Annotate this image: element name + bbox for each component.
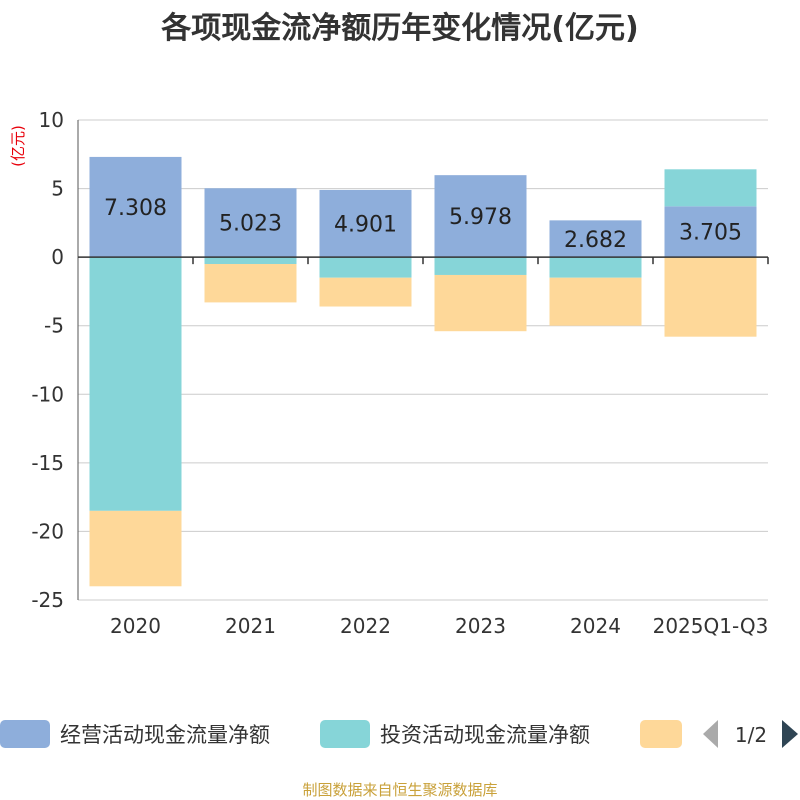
y-tick-label: -25: [31, 588, 64, 612]
legend-prev-page-icon[interactable]: [703, 720, 718, 748]
legend: 经营活动现金流量净额 投资活动现金流量净额 1/2: [0, 720, 798, 748]
legend-item-operating[interactable]: 经营活动现金流量净额: [0, 720, 270, 748]
data-label-2025Q1-Q3: 3.705: [679, 221, 742, 246]
bar-financing-2024[interactable]: [549, 277, 642, 326]
bar-financing-2025Q1-Q3[interactable]: [664, 257, 757, 337]
y-tick-label: -15: [31, 451, 64, 475]
bar-financing-2020[interactable]: [89, 510, 182, 587]
chart-title: 各项现金流净额历年变化情况(亿元): [160, 11, 638, 46]
x-tick-label: 2022: [340, 614, 391, 638]
bar-operating-2022[interactable]: [319, 189, 412, 258]
legend-label-investing: 投资活动现金流量净额: [380, 723, 590, 747]
grid-layer: [78, 119, 768, 601]
data-label-2021: 5.023: [219, 212, 282, 237]
data-label-layer: 7.308 5.023 4.901 5.978 2.682 3.705: [104, 196, 742, 253]
bar-investing-2022[interactable]: [319, 257, 412, 278]
data-label-2024: 2.682: [564, 228, 627, 253]
legend-page-indicator: 1/2: [735, 723, 767, 747]
data-source-note: 制图数据来自恒生聚源数据库: [302, 781, 497, 799]
y-tick-label: 10: [39, 108, 64, 132]
bar-investing-2021[interactable]: [204, 257, 297, 264]
bar-investing-2025Q1-Q3[interactable]: [664, 169, 757, 207]
x-tick-label: 2023: [455, 614, 506, 638]
legend-label-operating: 经营活动现金流量净额: [60, 723, 270, 747]
y-tick-label: -20: [31, 519, 64, 543]
bar-investing-2020[interactable]: [89, 257, 182, 511]
bar-operating-2021[interactable]: [204, 188, 297, 258]
legend-item-financing[interactable]: [640, 720, 682, 748]
y-tick-label: -5: [44, 314, 64, 338]
bar-operating-2024[interactable]: [549, 220, 642, 258]
legend-next-page-icon[interactable]: [782, 720, 798, 748]
axis-layer: 10 5 0 -5 -10 -15 -20 -25 2020 2021 2022 2023 2024 20…: [31, 108, 769, 638]
bar-operating-2020[interactable]: [89, 156, 182, 258]
x-tick-label: 2020: [110, 614, 161, 638]
y-axis-label: (亿元): [9, 125, 27, 167]
legend-swatch-financing: [640, 720, 682, 748]
data-label-2023: 5.978: [449, 205, 512, 230]
legend-swatch-operating: [0, 720, 50, 748]
bar-financing-2023[interactable]: [434, 274, 527, 332]
y-tick-label: 5: [51, 177, 64, 201]
data-label-2022: 4.901: [334, 213, 397, 238]
bar-operating-2025Q1-Q3[interactable]: [664, 206, 757, 258]
data-label-2020: 7.308: [104, 196, 167, 221]
legend-item-investing[interactable]: 投资活动现金流量净额: [320, 720, 590, 748]
bar-investing-2023[interactable]: [434, 257, 527, 275]
bar-financing-2022[interactable]: [319, 277, 412, 307]
x-tick-label: 2024: [570, 614, 621, 638]
y-tick-label: 0: [51, 245, 64, 269]
x-tick-label: 2025Q1-Q3: [653, 614, 769, 638]
x-tick-label: 2021: [225, 614, 276, 638]
bar-financing-2021[interactable]: [204, 264, 297, 303]
legend-swatch-investing: [320, 720, 370, 748]
bar-investing-2024[interactable]: [549, 257, 642, 278]
bar-layer: [89, 156, 757, 587]
y-tick-label: -10: [31, 382, 64, 406]
bar-operating-2023[interactable]: [434, 175, 527, 258]
